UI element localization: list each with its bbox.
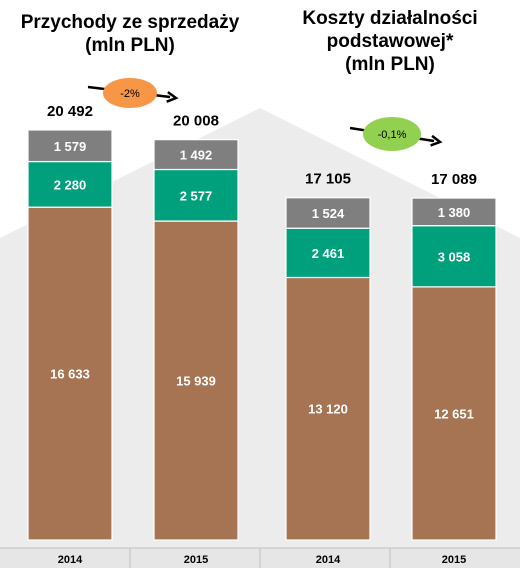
bar-total-label: 17 105 bbox=[305, 171, 351, 188]
chart-title-line: Przychody ze sprzedaży bbox=[21, 12, 240, 33]
chart-title-line: (mln PLN) bbox=[85, 35, 175, 56]
segment-value-label: 1 524 bbox=[312, 206, 345, 221]
bar-total-label: 17 089 bbox=[431, 171, 477, 188]
bar-segment bbox=[285, 276, 371, 541]
bar-segment bbox=[27, 160, 113, 208]
trend-arrow-head bbox=[166, 91, 179, 103]
segment-value-label: 1 380 bbox=[438, 205, 471, 220]
chart-title-line: (mln PLN) bbox=[345, 54, 435, 75]
bar-segment bbox=[153, 220, 239, 541]
change-badge-label: -2% bbox=[120, 88, 140, 100]
bar-segment bbox=[285, 227, 371, 279]
segment-value-label: 15 939 bbox=[176, 374, 216, 389]
segment-value-label: 1 492 bbox=[180, 148, 213, 163]
chart-title-line: podstawowej* bbox=[327, 31, 454, 52]
bar-total-label: 20 492 bbox=[47, 103, 93, 120]
change-badge bbox=[103, 78, 157, 108]
segment-value-label: 3 058 bbox=[438, 249, 471, 264]
segment-value-label: 1 579 bbox=[54, 139, 87, 154]
x-tick-label: 2015 bbox=[442, 554, 466, 566]
bar-total-label: 20 008 bbox=[173, 113, 219, 130]
segment-value-label: 2 280 bbox=[54, 177, 87, 192]
x-tick-label: 2014 bbox=[58, 554, 83, 566]
bar-segment bbox=[153, 139, 239, 171]
bar-segment bbox=[27, 206, 113, 541]
change-badge-label: -0,1% bbox=[378, 129, 407, 141]
background-shape bbox=[0, 108, 520, 548]
change-badge bbox=[363, 117, 421, 151]
trend-arrow-head bbox=[430, 134, 443, 147]
segment-value-label: 2 461 bbox=[312, 246, 345, 261]
chart-title-line: Koszty działalności bbox=[302, 8, 477, 29]
segment-value-label: 12 651 bbox=[434, 406, 474, 421]
bar-segment bbox=[153, 168, 239, 222]
bar-segment bbox=[411, 197, 497, 227]
segment-value-label: 16 633 bbox=[50, 367, 90, 382]
bar-segment bbox=[285, 197, 371, 229]
x-tick-label: 2015 bbox=[184, 554, 208, 566]
bar-segment bbox=[411, 225, 497, 288]
bar-segment bbox=[411, 286, 497, 541]
bar-segment bbox=[27, 129, 113, 163]
segment-value-label: 2 577 bbox=[180, 188, 213, 203]
segment-value-label: 13 120 bbox=[308, 402, 348, 417]
x-tick-label: 2014 bbox=[316, 554, 341, 566]
